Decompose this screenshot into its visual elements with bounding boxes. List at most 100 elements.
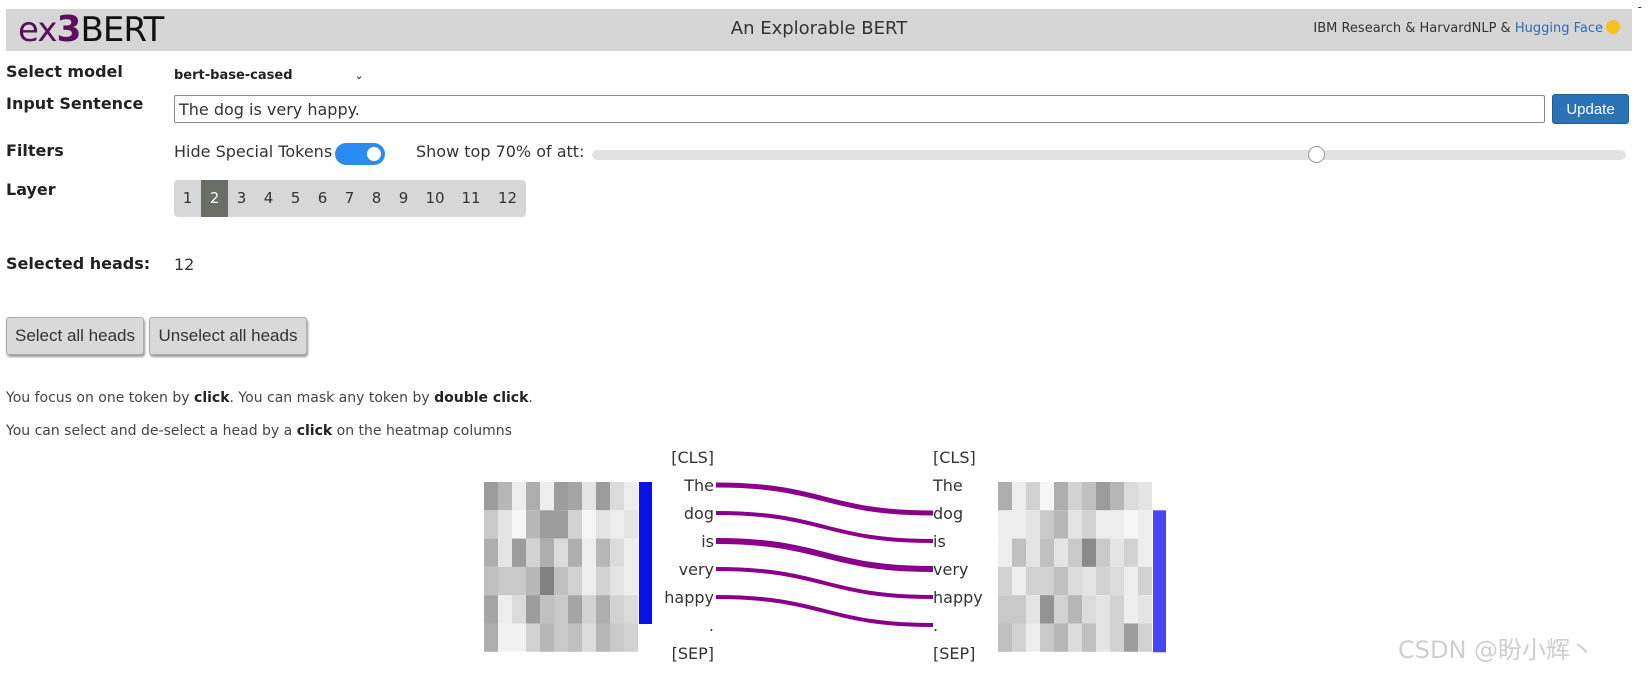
left-heatmap-cell[interactable]	[582, 538, 596, 567]
left-heatmap-cell[interactable]	[526, 623, 540, 652]
right-heatmap-cell[interactable]	[1040, 595, 1054, 624]
left-heatmap-cell[interactable]	[498, 595, 512, 624]
right-heatmap-cell[interactable]	[1040, 623, 1054, 652]
right-heatmap-cell[interactable]	[1068, 510, 1082, 539]
right-heatmap-cell[interactable]	[1068, 623, 1082, 652]
left-heatmap-cell[interactable]	[526, 595, 540, 624]
right-heatmap-cell[interactable]	[1054, 510, 1068, 539]
right-heatmap-cell[interactable]	[1110, 566, 1124, 596]
left-heatmap-cell[interactable]	[512, 566, 526, 596]
left-selected-head-bar[interactable]	[639, 538, 652, 568]
layer-button-4[interactable]: 4	[263, 189, 274, 207]
model-select[interactable]: bert-base-cased ⌄	[174, 68, 364, 83]
right-heatmap-cell[interactable]	[1110, 482, 1124, 511]
update-button[interactable]: Update	[1552, 94, 1629, 124]
layer-button-8[interactable]: 8	[371, 189, 382, 207]
left-heatmap-cell[interactable]	[484, 623, 498, 652]
right-heatmap-cell[interactable]	[1068, 566, 1082, 596]
right-token[interactable]: is	[933, 532, 946, 551]
left-heatmap-cell[interactable]	[610, 538, 624, 567]
left-heatmap-cell[interactable]	[540, 595, 554, 624]
right-heatmap-cell[interactable]	[1068, 595, 1082, 624]
right-heatmap-cell[interactable]	[1054, 538, 1068, 567]
left-heatmap-cell[interactable]	[568, 482, 582, 511]
left-token[interactable]: [CLS]	[671, 448, 714, 467]
left-heatmap-cell[interactable]	[596, 510, 610, 539]
left-heatmap-cell[interactable]	[554, 482, 568, 511]
left-heatmap-cell[interactable]	[554, 595, 568, 624]
left-heatmap-cell[interactable]	[582, 566, 596, 596]
left-heatmap-cell[interactable]	[596, 566, 610, 596]
right-heatmap-cell[interactable]	[1082, 482, 1096, 511]
left-heatmap-cell[interactable]	[554, 566, 568, 596]
right-heatmap-cell[interactable]	[1054, 595, 1068, 624]
left-heatmap-cell[interactable]	[624, 538, 638, 567]
layer-button-10[interactable]: 10	[425, 189, 445, 207]
layer-button-1[interactable]: 1	[182, 189, 193, 207]
left-heatmap-cell[interactable]	[554, 538, 568, 567]
left-heatmap-cell[interactable]	[498, 623, 512, 652]
left-heatmap-cell[interactable]	[512, 510, 526, 539]
left-heatmap-cell[interactable]	[512, 623, 526, 652]
right-heatmap-cell[interactable]	[1040, 510, 1054, 539]
right-heatmap-cell[interactable]	[1096, 482, 1110, 511]
right-selected-head-bar[interactable]	[1153, 510, 1166, 540]
layer-button-9[interactable]: 9	[398, 189, 409, 207]
left-heatmap-cell[interactable]	[582, 623, 596, 652]
right-heatmap-cell[interactable]	[1124, 482, 1138, 511]
left-token[interactable]: [SEP]	[672, 644, 714, 663]
right-heatmap-cell[interactable]	[1054, 566, 1068, 596]
sentence-input[interactable]	[174, 95, 1545, 123]
right-heatmap-cell[interactable]	[1110, 595, 1124, 624]
left-heatmap-cell[interactable]	[624, 482, 638, 511]
left-token[interactable]: The	[683, 476, 714, 495]
left-heatmap-cell[interactable]	[568, 510, 582, 539]
left-heatmap-cell[interactable]	[554, 510, 568, 539]
left-heatmap-cell[interactable]	[596, 623, 610, 652]
right-heatmap-cell[interactable]	[1124, 566, 1138, 596]
right-selected-head-bar[interactable]	[1153, 595, 1166, 624]
left-heatmap-cell[interactable]	[610, 482, 624, 511]
left-heatmap-cell[interactable]	[484, 510, 498, 539]
right-heatmap-cell[interactable]	[1082, 510, 1096, 539]
left-selected-head-bar[interactable]	[639, 595, 652, 624]
right-heatmap-cell[interactable]	[1082, 595, 1096, 624]
right-heatmap-cell[interactable]	[1096, 538, 1110, 567]
left-token[interactable]: .	[709, 616, 714, 635]
left-heatmap-cell[interactable]	[484, 566, 498, 596]
right-heatmap-cell[interactable]	[1138, 623, 1152, 652]
right-heatmap-cell[interactable]	[1026, 623, 1040, 652]
left-heatmap-cell[interactable]	[624, 510, 638, 539]
right-heatmap-cell[interactable]	[998, 538, 1012, 567]
right-heatmap-cell[interactable]	[1096, 566, 1110, 596]
left-heatmap-cell[interactable]	[540, 510, 554, 539]
right-heatmap-cell[interactable]	[1082, 538, 1096, 567]
layer-button-12[interactable]: 12	[497, 189, 518, 207]
left-heatmap-cell[interactable]	[554, 623, 568, 652]
left-heatmap-cell[interactable]	[498, 482, 512, 511]
layer-button-6[interactable]: 6	[317, 189, 328, 207]
left-heatmap-cell[interactable]	[582, 510, 596, 539]
left-token[interactable]: happy	[664, 588, 714, 607]
right-heatmap-cell[interactable]	[998, 623, 1012, 652]
left-heatmap-cell[interactable]	[624, 566, 638, 596]
right-heatmap-cell[interactable]	[1012, 595, 1026, 624]
right-heatmap-cell[interactable]	[1012, 566, 1026, 596]
right-heatmap-cell[interactable]	[1124, 538, 1138, 567]
left-heatmap-cell[interactable]	[568, 623, 582, 652]
left-heatmap-cell[interactable]	[498, 510, 512, 539]
attention-threshold-slider[interactable]	[592, 146, 1626, 163]
hide-special-tokens-toggle[interactable]	[335, 143, 385, 165]
left-heatmap-cell[interactable]	[568, 566, 582, 596]
layer-button-11[interactable]: 11	[461, 189, 481, 207]
left-heatmap-cell[interactable]	[568, 595, 582, 624]
right-heatmap-cell[interactable]	[1040, 538, 1054, 567]
right-token[interactable]: dog	[933, 504, 963, 523]
right-heatmap-cell[interactable]	[1012, 482, 1026, 511]
right-heatmap-cell[interactable]	[1138, 566, 1152, 596]
left-heatmap-cell[interactable]	[568, 538, 582, 567]
right-heatmap-cell[interactable]	[1026, 538, 1040, 567]
select-all-heads-button[interactable]: Select all heads	[6, 317, 144, 355]
right-heatmap-cell[interactable]	[1124, 510, 1138, 539]
left-heatmap-cell[interactable]	[540, 538, 554, 567]
